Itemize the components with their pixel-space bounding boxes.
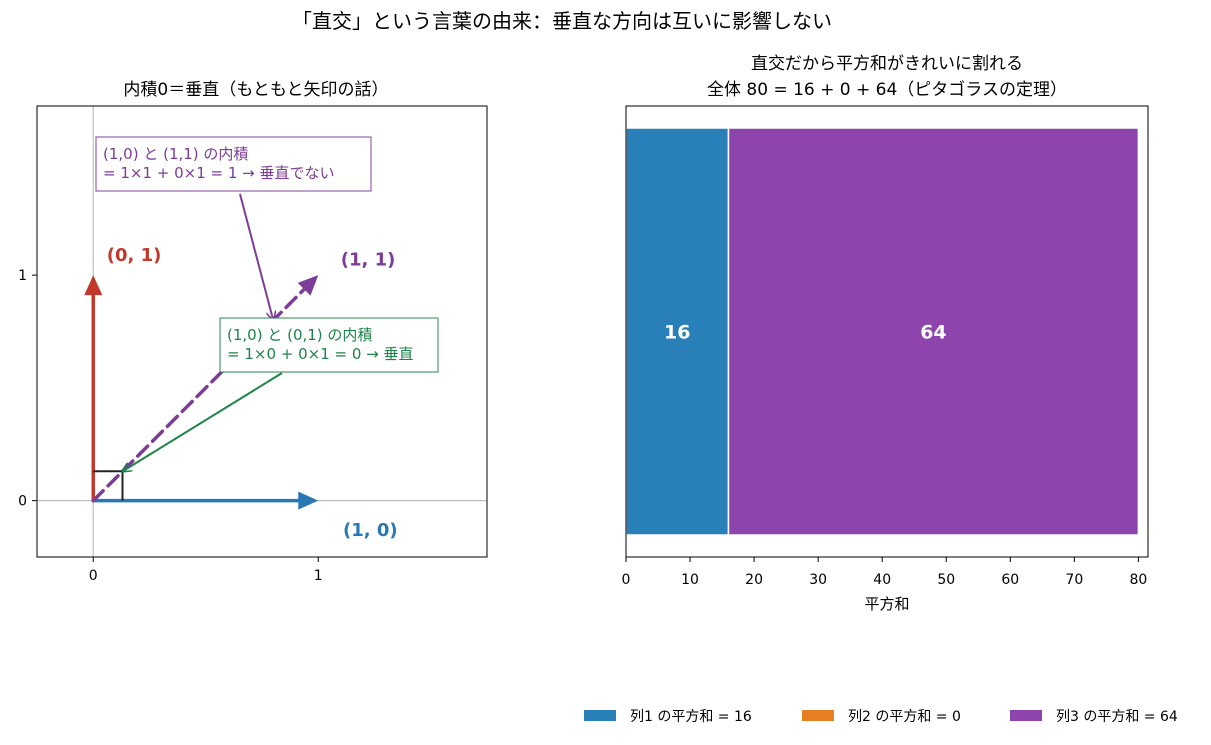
x-tick-label: 70 bbox=[1065, 572, 1083, 588]
bar-segment bbox=[727, 127, 1140, 536]
right-panel: 直交だから平方和がきれいに割れる 全体 80 = 16 + 0 + 64（ピタゴ… bbox=[622, 54, 1149, 613]
legend-label: 列1 の平方和 = 16 bbox=[630, 709, 752, 725]
legend-swatch bbox=[802, 710, 834, 721]
left-panel-title: 内積0＝垂直（もともと矢印の話） bbox=[123, 80, 388, 100]
vector-label: (0, 1) bbox=[107, 245, 162, 266]
y-tick-label: 0 bbox=[18, 494, 27, 510]
annotation-box bbox=[95, 136, 372, 192]
vector-arrowhead bbox=[84, 275, 103, 296]
legend: 列1 の平方和 = 16 列2 の平方和 = 0 列3 の平方和 = 64 bbox=[584, 709, 1178, 725]
x-tick-label: 60 bbox=[1001, 572, 1019, 588]
legend-label: 列3 の平方和 = 64 bbox=[1056, 709, 1178, 725]
x-tick-label: 1 bbox=[314, 568, 323, 584]
vector-arrowhead bbox=[298, 491, 319, 510]
right-panel-title-line2: 全体 80 = 16 + 0 + 64（ピタゴラスの定理） bbox=[707, 79, 1067, 100]
annotation-text: (1,0) と (1,1) の内積 bbox=[103, 145, 248, 163]
annotation-arrow bbox=[123, 372, 283, 471]
annotation-text: = 1×1 + 0×1 = 1 → 垂直でない bbox=[103, 164, 335, 182]
x-tick-label: 80 bbox=[1129, 572, 1147, 588]
legend-label: 列2 の平方和 = 0 bbox=[848, 709, 961, 725]
legend-swatch bbox=[584, 710, 616, 721]
left-plot-frame bbox=[36, 105, 488, 558]
x-tick-label: 20 bbox=[745, 572, 763, 588]
bar-value-label: 64 bbox=[920, 322, 946, 344]
annotation-box bbox=[219, 317, 439, 373]
bar-layer: 16 64 bbox=[625, 127, 1140, 536]
right-x-axis-label: 平方和 bbox=[864, 595, 909, 613]
right-plot-frame bbox=[625, 105, 1149, 558]
annotation-text: = 1×0 + 0×1 = 0 → 垂直 bbox=[227, 345, 414, 363]
vector-label: (1, 1) bbox=[341, 249, 396, 270]
bar-value-label: 16 bbox=[664, 322, 690, 344]
annotation-arrow bbox=[239, 193, 273, 320]
annotation-layer: (1,0) と (1,1) の内積= 1×1 + 0×1 = 1 → 垂直でない… bbox=[95, 136, 439, 471]
right-panel-title-line1: 直交だから平方和がきれいに割れる bbox=[751, 54, 1023, 74]
right-axis-ticks: 0 10 20 30 40 50 60 70 80 bbox=[622, 557, 1147, 588]
left-axis-ticks: 0 1 0 1 bbox=[18, 268, 323, 584]
x-tick-label: 40 bbox=[873, 572, 891, 588]
bar-segment bbox=[625, 127, 730, 536]
figure-suptitle: 「直交」という言葉の由来：垂直な方向は互いに影響しない bbox=[292, 9, 832, 33]
x-tick-label: 50 bbox=[937, 572, 955, 588]
x-tick-label: 10 bbox=[681, 572, 699, 588]
vector-layer: (1, 0) (0, 1) (1, 1) bbox=[84, 245, 398, 541]
vector-label: (1, 0) bbox=[343, 520, 398, 541]
legend-swatch bbox=[1010, 710, 1042, 721]
annotation-text: (1,0) と (0,1) の内積 bbox=[227, 326, 372, 344]
x-tick-label: 30 bbox=[809, 572, 827, 588]
left-panel: 内積0＝垂直（もともと矢印の話） (1, 0) (0, 1) (1, 1) (1,0… bbox=[18, 80, 488, 584]
x-tick-label: 0 bbox=[89, 568, 98, 584]
x-tick-label: 0 bbox=[622, 572, 631, 588]
y-tick-label: 1 bbox=[18, 268, 27, 284]
vector-arrowhead bbox=[297, 275, 319, 296]
